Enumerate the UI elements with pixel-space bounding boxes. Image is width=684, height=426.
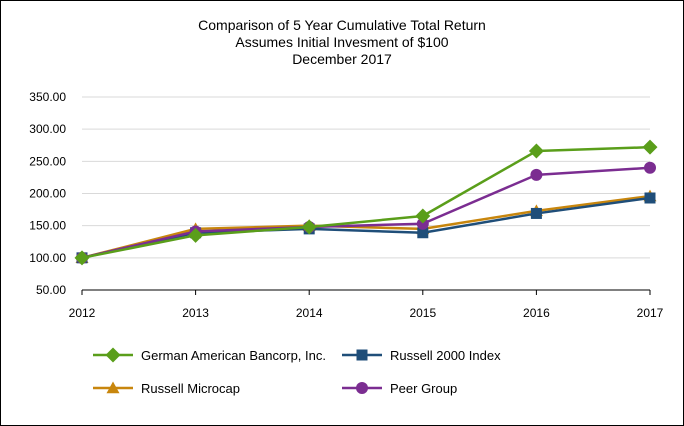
- data-point: [530, 168, 543, 181]
- y-tick-label: 200.00: [29, 187, 66, 201]
- data-point: [644, 161, 656, 174]
- data-point: [644, 192, 656, 204]
- data-point: [301, 219, 317, 235]
- chart-title-line-1: Comparison of 5 Year Cumulative Total Re…: [198, 17, 486, 33]
- legend-marker: [105, 347, 121, 363]
- chart-title: Comparison of 5 Year Cumulative Total Re…: [198, 17, 486, 67]
- legend-item: Peer Group: [342, 381, 457, 396]
- legend-label: Peer Group: [390, 381, 457, 396]
- legend-label: Russell 2000 Index: [390, 348, 501, 363]
- legend-marker: [356, 382, 368, 394]
- x-tick-label: 2015: [409, 306, 436, 320]
- y-tick-label: 150.00: [29, 219, 66, 233]
- y-tick-label: 100.00: [29, 251, 66, 265]
- data-point: [416, 217, 429, 230]
- x-tick-label: 2013: [182, 306, 209, 320]
- data-point: [74, 250, 90, 266]
- data-point: [188, 227, 204, 243]
- legend-label: German American Bancorp, Inc.: [141, 348, 326, 363]
- x-tick-label: 2016: [523, 306, 550, 320]
- x-tick-label: 2017: [637, 306, 664, 320]
- data-point: [642, 139, 658, 155]
- series-line: [81, 145, 651, 260]
- y-tick-label: 50.00: [36, 283, 66, 297]
- legend-item: German American Bancorp, Inc.: [93, 347, 326, 363]
- axes: [81, 289, 651, 295]
- gridlines: [82, 96, 650, 259]
- data-point: [530, 207, 542, 219]
- chart-title-line-3: December 2017: [292, 51, 392, 67]
- legend: German American Bancorp, Inc. Russell 200…: [93, 347, 501, 396]
- y-tick-label: 350.00: [29, 90, 66, 104]
- legend-label: Russell Microcap: [141, 381, 240, 396]
- legend-marker: [356, 349, 368, 361]
- x-tick-label: 2014: [296, 306, 323, 320]
- series-line: [81, 194, 651, 260]
- x-axis-ticks: 2012 2013 2014 2015 2016 2017: [69, 306, 664, 320]
- legend-item: Russell Microcap: [93, 381, 240, 396]
- x-tick-label: 2012: [69, 306, 96, 320]
- data-point: [417, 227, 429, 239]
- data-point: [415, 208, 431, 224]
- y-tick-label: 300.00: [29, 122, 66, 136]
- series-diamond: [74, 139, 658, 266]
- data-point: [528, 143, 544, 159]
- chart-title-line-2: Assumes Initial Invesment of $100: [235, 34, 448, 50]
- legend-marker: [106, 381, 120, 394]
- series-line: [81, 166, 651, 260]
- series-group: [74, 139, 658, 266]
- y-axis-ticks: 50.00 100.00 150.00 200.00 250.00 300.00 350.0…: [29, 90, 66, 297]
- legend-item: Russell 2000 Index: [342, 348, 501, 363]
- series-circle: [76, 161, 656, 264]
- y-tick-label: 250.00: [29, 154, 66, 168]
